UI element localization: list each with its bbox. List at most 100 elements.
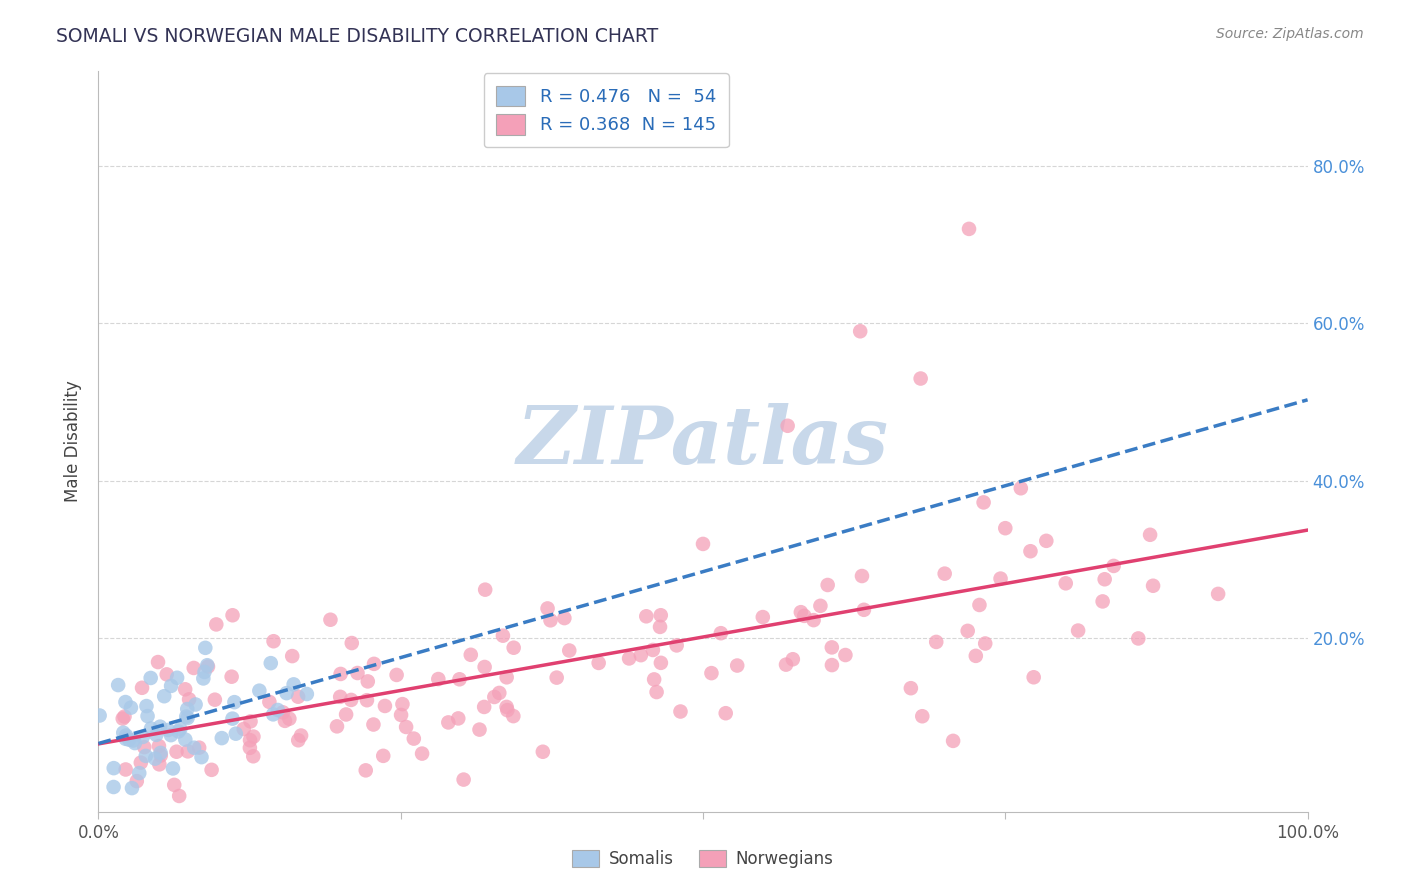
Point <box>329 690 352 704</box>
Point <box>588 656 610 670</box>
Point <box>356 693 378 707</box>
Point <box>474 660 496 674</box>
Point <box>340 693 363 707</box>
Point <box>460 648 482 662</box>
Point <box>134 740 156 755</box>
Point <box>319 613 342 627</box>
Point <box>263 634 285 648</box>
Point <box>357 674 380 689</box>
Point <box>115 729 138 743</box>
Point <box>148 739 170 753</box>
Point <box>136 709 159 723</box>
Point <box>492 629 515 643</box>
Point <box>934 566 956 581</box>
Point <box>496 703 519 717</box>
Point <box>239 714 262 729</box>
Point <box>139 671 162 685</box>
Point <box>295 687 318 701</box>
Point <box>391 697 413 711</box>
Point <box>195 658 218 673</box>
Point <box>817 578 839 592</box>
Point <box>834 648 856 662</box>
Text: ZIPatlas: ZIPatlas <box>517 403 889 480</box>
Point <box>1094 572 1116 586</box>
Point <box>437 715 460 730</box>
Point <box>287 690 309 704</box>
Point <box>793 608 815 623</box>
Point <box>146 655 169 669</box>
Point <box>176 702 198 716</box>
Point <box>474 582 496 597</box>
Point <box>190 750 212 764</box>
Point <box>200 763 222 777</box>
Point <box>990 572 1012 586</box>
Point <box>775 657 797 672</box>
Point <box>558 643 581 657</box>
Point <box>373 748 395 763</box>
Point <box>942 734 965 748</box>
Point <box>752 610 775 624</box>
Point <box>290 729 312 743</box>
Point <box>636 609 658 624</box>
Point <box>267 703 290 717</box>
Point <box>630 648 652 662</box>
Point <box>149 746 172 760</box>
Point <box>145 728 167 742</box>
Point <box>125 774 148 789</box>
Point <box>1142 579 1164 593</box>
Point <box>129 756 152 770</box>
Point <box>402 731 425 746</box>
Point <box>531 745 554 759</box>
Point <box>363 717 385 731</box>
Point <box>103 780 125 794</box>
Point <box>176 711 198 725</box>
Point <box>910 371 932 385</box>
Point <box>274 714 297 728</box>
Point <box>232 722 254 736</box>
Point <box>472 700 495 714</box>
Point <box>239 733 262 747</box>
Point <box>121 781 143 796</box>
Point <box>1091 594 1114 608</box>
Point <box>184 698 207 712</box>
Point <box>546 671 568 685</box>
Point <box>174 709 197 723</box>
Point <box>149 748 172 763</box>
Point <box>174 682 197 697</box>
Point <box>128 766 150 780</box>
Point <box>153 690 176 704</box>
Point <box>335 707 357 722</box>
Point <box>281 649 304 664</box>
Point <box>167 724 190 739</box>
Point <box>536 601 558 615</box>
Point <box>174 732 197 747</box>
Point <box>276 686 298 700</box>
Point <box>221 712 243 726</box>
Point <box>790 605 813 619</box>
Point <box>700 666 723 681</box>
Point <box>502 640 524 655</box>
Point <box>124 736 146 750</box>
Point <box>969 598 991 612</box>
Point <box>1019 544 1042 558</box>
Point <box>346 665 368 680</box>
Point <box>239 740 262 755</box>
Point <box>1022 670 1045 684</box>
Point <box>118 732 141 747</box>
Point <box>925 635 948 649</box>
Point <box>900 681 922 696</box>
Point <box>160 679 183 693</box>
Point <box>160 728 183 742</box>
Point <box>710 626 733 640</box>
Point <box>260 656 283 670</box>
Point <box>782 652 804 666</box>
Point <box>641 643 664 657</box>
Point <box>148 757 170 772</box>
Point <box>166 671 188 685</box>
Point <box>488 686 510 700</box>
Point <box>669 705 692 719</box>
Point <box>197 659 219 673</box>
Y-axis label: Male Disability: Male Disability <box>65 381 83 502</box>
Point <box>776 418 799 433</box>
Point <box>956 624 979 638</box>
